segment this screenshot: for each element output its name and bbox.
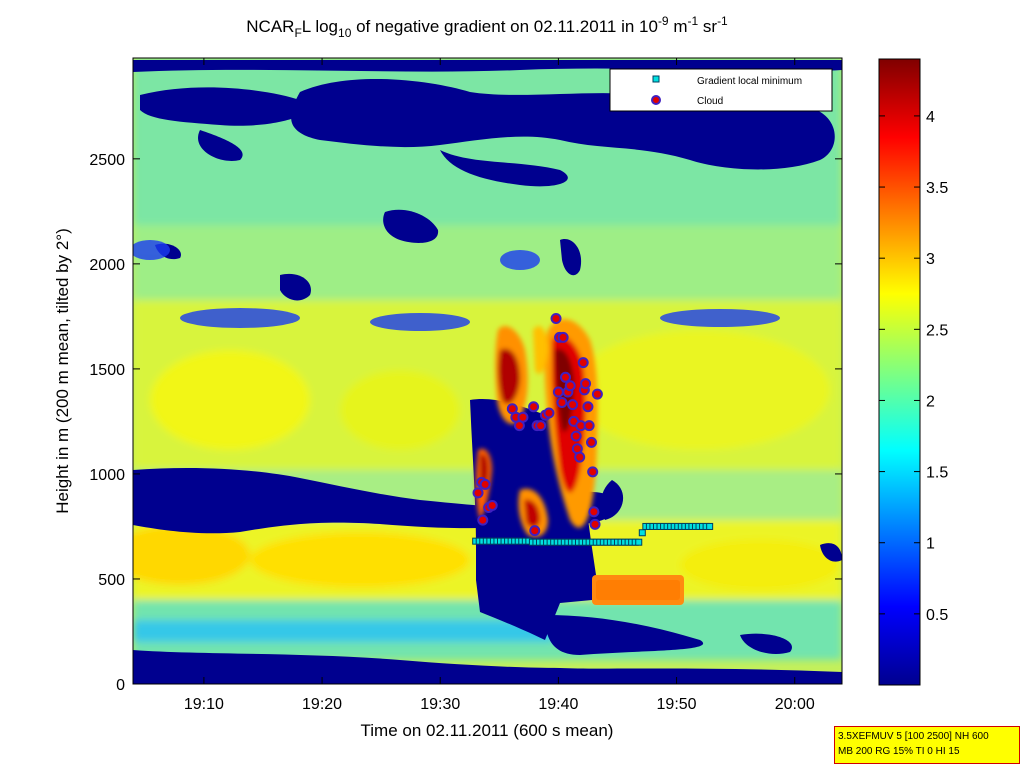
- cloud-point: [583, 420, 595, 432]
- colorbar-tick-label: 2.5: [926, 322, 948, 339]
- legend-cloud-label: Cloud: [697, 96, 723, 107]
- colorbar-tick-label: 4: [926, 109, 935, 126]
- markers-layer: [472, 312, 714, 546]
- legend-gradient-marker: [652, 75, 660, 83]
- cloud-point: [582, 401, 594, 413]
- gradient-min-point: [638, 529, 646, 537]
- x-tick-label: 19:10: [184, 696, 224, 713]
- colorbar-gradient: [878, 58, 921, 686]
- gradient-min-point: [635, 538, 643, 546]
- colorbar-tick-label: 1.5: [926, 465, 948, 482]
- cloud-point: [556, 397, 568, 409]
- cloud-point: [570, 430, 582, 442]
- y-tick-label: 0: [116, 677, 125, 694]
- cloud-point: [577, 357, 589, 369]
- legend: Gradient local minimum Cloud: [609, 68, 833, 112]
- colorbar-tick-label: 2: [926, 393, 935, 410]
- plot-frame: [132, 57, 843, 685]
- info-box-line2: MB 200 RG 15% TI 0 HI 15: [838, 746, 960, 757]
- cloud-point: [559, 371, 571, 383]
- cloud-point: [543, 407, 555, 419]
- cloud-point: [486, 499, 498, 511]
- y-tick-label: 1500: [89, 362, 125, 379]
- colorbar-tick-label: 3.5: [926, 180, 948, 197]
- x-tick-label: 19:30: [420, 696, 460, 713]
- cloud-point: [587, 466, 599, 478]
- cloud-point: [550, 312, 562, 324]
- cloud-point: [591, 388, 603, 400]
- chart-title: NCARFL log10 of negative gradient on 02.…: [246, 14, 728, 40]
- cloud-point: [585, 436, 597, 448]
- legend-cloud-marker: [651, 95, 661, 105]
- cloud-point: [580, 378, 592, 390]
- colorbar-tick-label: 1: [926, 536, 935, 553]
- y-axis: 0 500 1000 1500 2000 2500: [89, 152, 842, 694]
- y-tick-label: 2000: [89, 257, 125, 274]
- cloud-point: [589, 518, 601, 530]
- y-tick-label: 500: [98, 572, 125, 589]
- cloud-point: [479, 478, 491, 490]
- cloud-point: [517, 411, 529, 423]
- legend-gradient-label: Gradient local minimum: [697, 76, 802, 87]
- x-tick-label: 19:50: [657, 696, 697, 713]
- info-box: 3.5XEFMUV 5 [100 2500] NH 600 MB 200 RG …: [834, 726, 1020, 764]
- cloud-point: [529, 525, 541, 537]
- x-axis-label: Time on 02.11.2011 (600 s mean): [361, 721, 614, 740]
- cloud-point: [535, 420, 547, 432]
- x-axis: 19:10 19:20 19:30 19:40 19:50 20:00: [184, 58, 815, 713]
- x-tick-label: 19:20: [302, 696, 342, 713]
- x-tick-label: 19:40: [538, 696, 578, 713]
- cloud-point: [472, 487, 484, 499]
- cloud-point: [588, 506, 600, 518]
- x-tick-label: 20:00: [775, 696, 815, 713]
- y-axis-label: Height in m (200 m mean, tilted by 2°): [53, 228, 72, 514]
- colorbar-ticks: 0.5 1 1.5 2 2.5 3 3.5 4: [879, 109, 948, 624]
- gradient-min-point: [706, 522, 714, 530]
- y-tick-label: 2500: [89, 152, 125, 169]
- colorbar: 0.5 1 1.5 2 2.5 3 3.5 4: [878, 58, 948, 686]
- cloud-point: [567, 399, 579, 411]
- info-box-line1: 3.5XEFMUV 5 [100 2500] NH 600: [838, 731, 989, 742]
- cloud-point: [564, 380, 576, 392]
- colorbar-tick-label: 3: [926, 251, 935, 268]
- cloud-point: [552, 386, 564, 398]
- cloud-point: [477, 514, 489, 526]
- y-tick-label: 1000: [89, 467, 125, 484]
- cloud-point: [528, 401, 540, 413]
- cloud-point: [574, 451, 586, 463]
- heatmap-field: [133, 58, 842, 684]
- cloud-point: [557, 331, 569, 343]
- colorbar-tick-label: 0.5: [926, 607, 948, 624]
